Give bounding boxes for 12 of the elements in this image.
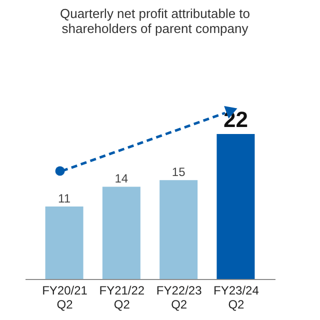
bar (216, 134, 255, 279)
x-tick-label: FY21/22 Q2 (99, 284, 145, 312)
bar (160, 180, 198, 279)
x-tick-label: FY22/23 Q2 (156, 284, 202, 312)
data-label: 11 (58, 192, 71, 206)
chart-title: Quarterly net profit attributable to shareholders of parent company (60, 6, 250, 36)
x-tick-label: FY23/24 Q2 (214, 284, 260, 312)
data-label: 14 (114, 172, 128, 186)
bar (45, 206, 84, 279)
x-tick-label: FY20/21 Q2 (42, 284, 88, 312)
bar (102, 186, 140, 279)
data-label: 15 (172, 165, 186, 180)
